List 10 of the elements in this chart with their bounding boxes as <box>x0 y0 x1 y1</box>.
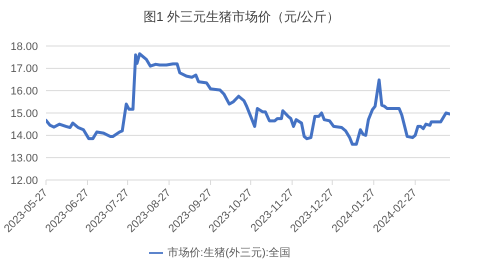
y-tick-label: 12.00 <box>10 174 38 187</box>
y-tick-label: 16.00 <box>10 86 38 98</box>
y-tick-label: 14.00 <box>10 130 38 142</box>
line-series <box>46 52 450 146</box>
y-tick-label: 15.00 <box>10 108 38 120</box>
y-tick-label: 17.00 <box>10 63 38 76</box>
chart-title: 图1 外三元生猪市场价（元/公斤） <box>142 8 341 26</box>
legend-label: 市场价:生猪(外三元):全国 <box>167 247 291 259</box>
y-tick-label: 13.00 <box>10 152 38 165</box>
y-tick-label: 18.00 <box>10 40 38 53</box>
